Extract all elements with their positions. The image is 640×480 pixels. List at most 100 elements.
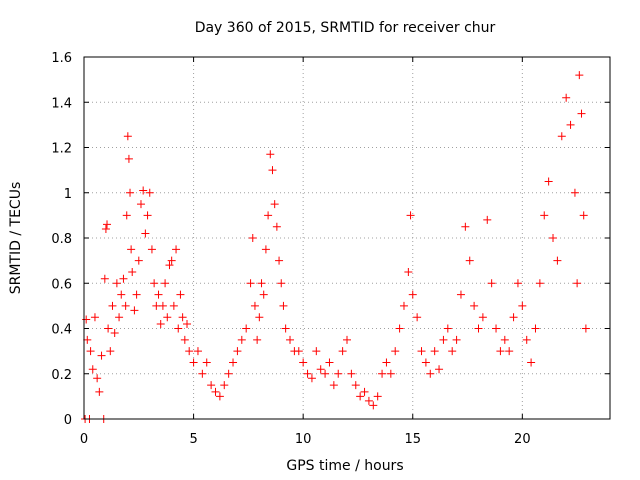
data-point — [483, 215, 492, 224]
data-point — [215, 392, 224, 401]
data-point — [527, 358, 536, 367]
ticks-layer: 0 5 10 15 20 0 0.2 0.4 0.6 0.8 1 1.2 1.4 1.6 — [51, 51, 610, 447]
data-point — [130, 306, 139, 315]
data-point — [351, 381, 360, 390]
data-point — [124, 154, 133, 163]
data-point — [399, 301, 408, 310]
data-point — [259, 290, 268, 299]
data-point — [154, 290, 163, 299]
data-point — [147, 245, 156, 254]
data-point — [275, 256, 284, 265]
data-point — [579, 211, 588, 220]
y-tick-label: 1 — [64, 187, 72, 202]
data-point — [316, 365, 325, 374]
data-point — [378, 369, 387, 378]
data-point — [237, 335, 246, 344]
data-point — [573, 279, 582, 288]
data-point — [176, 290, 185, 299]
data-point — [268, 166, 277, 175]
data-point — [312, 347, 321, 356]
data-point — [347, 369, 356, 378]
data-point — [281, 324, 290, 333]
data-point — [229, 358, 238, 367]
data-point — [95, 387, 104, 396]
data-point — [103, 220, 112, 229]
data-point — [413, 313, 422, 322]
data-point — [86, 347, 95, 356]
data-point — [303, 369, 312, 378]
data-point — [470, 301, 479, 310]
data-point — [112, 279, 121, 288]
data-point — [126, 188, 135, 197]
data-point — [386, 369, 395, 378]
data-point — [90, 313, 99, 322]
data-point — [553, 256, 562, 265]
data-point — [360, 387, 369, 396]
data-point — [505, 347, 514, 356]
data-point — [487, 279, 496, 288]
data-point — [369, 401, 378, 410]
data-point — [382, 358, 391, 367]
data-point — [474, 324, 483, 333]
y-tick-label: 0.6 — [51, 277, 72, 292]
data-point — [421, 358, 430, 367]
data-point — [439, 335, 448, 344]
data-point — [97, 351, 106, 360]
data-point — [165, 261, 174, 270]
data-point — [266, 150, 275, 159]
data-point — [513, 279, 522, 288]
data-point — [119, 274, 128, 283]
data-point — [364, 396, 373, 405]
data-point — [193, 347, 202, 356]
data-point — [134, 256, 143, 265]
data-point — [224, 369, 233, 378]
data-point — [566, 120, 575, 129]
data-point — [406, 211, 415, 220]
data-point — [562, 93, 571, 102]
data-point — [535, 279, 544, 288]
y-tick-label: 0.8 — [51, 232, 72, 247]
data-point — [220, 381, 229, 390]
data-point — [277, 279, 286, 288]
data-point — [577, 109, 586, 118]
data-point — [132, 290, 141, 299]
data-point — [448, 347, 457, 356]
data-point — [299, 358, 308, 367]
data-point — [183, 319, 192, 328]
data-point — [141, 229, 150, 238]
data-point — [581, 324, 590, 333]
data-point — [325, 358, 334, 367]
x-axis-label: GPS time / hours — [286, 458, 403, 474]
data-point — [264, 211, 273, 220]
data-point — [557, 132, 566, 141]
data-point — [544, 177, 553, 186]
data-point — [452, 335, 461, 344]
y-axis-label: SRMTID / TECUs — [8, 182, 24, 295]
data-point — [334, 369, 343, 378]
y-tick-label: 1.4 — [51, 96, 72, 111]
data-point — [478, 313, 487, 322]
data-point — [465, 256, 474, 265]
data-point — [522, 335, 531, 344]
data-point — [156, 319, 165, 328]
data-point — [549, 234, 558, 242]
y-tick-label: 0.2 — [51, 368, 72, 383]
chart-title: Day 360 of 2015, SRMTID for receiver chu… — [195, 20, 496, 36]
data-point — [343, 335, 351, 344]
data-point — [207, 381, 216, 390]
data-point — [408, 290, 417, 299]
data-point — [123, 132, 132, 141]
data-point — [128, 267, 137, 276]
data-point — [174, 324, 183, 333]
x-tick-label: 10 — [295, 432, 312, 447]
data-point — [248, 234, 257, 242]
data-point — [443, 324, 452, 333]
data-point — [169, 301, 178, 310]
data-point — [492, 324, 501, 333]
data-point — [496, 347, 505, 356]
data-point — [294, 347, 303, 356]
x-tick-label: 5 — [189, 432, 197, 447]
data-point — [172, 245, 181, 254]
data-point — [88, 365, 97, 374]
